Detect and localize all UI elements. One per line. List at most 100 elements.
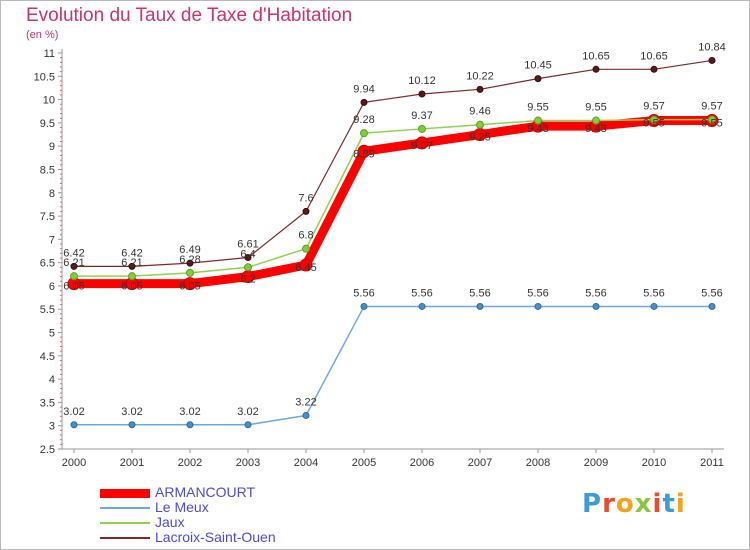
data-label-le-meux: 5.56 bbox=[469, 287, 490, 299]
series-line-lacroix-saint-ouen bbox=[73, 59, 713, 267]
data-label-le-meux: 3.02 bbox=[237, 406, 258, 418]
chart-title: Evolution du Taux de Taxe d'Habitation bbox=[26, 5, 353, 26]
data-label-le-meux: 3.22 bbox=[295, 396, 316, 408]
data-point-le-meux bbox=[186, 421, 194, 429]
legend-item-le-meux: Le Meux bbox=[100, 499, 360, 517]
data-label-le-meux: 3.02 bbox=[63, 406, 84, 418]
y-tick-label: 3.5 bbox=[40, 397, 55, 409]
data-point-lacroix-saint-ouen bbox=[534, 75, 542, 83]
y-tick-label: 6.5 bbox=[40, 258, 55, 270]
x-tick-label: 2001 bbox=[120, 457, 144, 469]
data-point-lacroix-saint-ouen bbox=[418, 90, 426, 98]
data-label-jaux: 9.28 bbox=[353, 114, 374, 126]
data-label-jaux: 9.55 bbox=[585, 102, 606, 114]
data-point-le-meux bbox=[128, 421, 136, 429]
y-tick-label: 3 bbox=[49, 421, 55, 433]
data-label-le-meux: 5.56 bbox=[353, 287, 374, 299]
y-tick-label: 4.5 bbox=[40, 351, 55, 363]
data-point-jaux bbox=[302, 244, 310, 253]
legend-swatch bbox=[100, 488, 150, 498]
data-point-jaux bbox=[244, 263, 252, 272]
data-point-jaux bbox=[186, 268, 194, 277]
data-point-lacroix-saint-ouen bbox=[476, 85, 484, 93]
data-label-jaux: 6.28 bbox=[179, 254, 200, 266]
legend-swatch bbox=[100, 522, 150, 524]
logo-letter: o bbox=[615, 489, 635, 519]
logo-letter: t bbox=[662, 489, 676, 519]
data-label-jaux: 9.55 bbox=[527, 102, 548, 114]
y-tick-label: 9 bbox=[49, 141, 55, 153]
y-tick-label: 2.5 bbox=[40, 444, 55, 456]
data-label-armancourt: 6.2 bbox=[240, 274, 255, 286]
legend-item-lacroix-saint-ouen: Lacroix-Saint-Ouen bbox=[100, 529, 360, 547]
data-label-armancourt: 6.05 bbox=[63, 281, 84, 293]
data-point-jaux bbox=[476, 120, 484, 129]
data-point-jaux bbox=[360, 129, 368, 138]
data-label-jaux: 6.21 bbox=[63, 257, 84, 269]
legend-label: Jaux bbox=[155, 514, 185, 530]
series-line-jaux bbox=[73, 118, 713, 277]
legend-swatch bbox=[100, 537, 150, 539]
data-point-lacroix-saint-ouen bbox=[302, 207, 310, 215]
legend-label: ARMANCOURT bbox=[155, 484, 256, 500]
data-label-lacroix-saint-ouen: 6.61 bbox=[237, 239, 258, 251]
data-point-le-meux bbox=[302, 411, 310, 419]
y-tick-label: 4 bbox=[49, 374, 55, 386]
data-label-le-meux: 5.56 bbox=[527, 287, 548, 299]
legend-item-armancourt: ARMANCOURT bbox=[100, 484, 360, 502]
data-label-le-meux: 3.02 bbox=[121, 406, 142, 418]
y-tick-label: 5 bbox=[49, 328, 55, 340]
data-label-armancourt: 9.25 bbox=[469, 132, 490, 144]
data-label-armancourt: 6.05 bbox=[121, 281, 142, 293]
y-tick-label: 8 bbox=[49, 188, 55, 200]
y-tick-label: 7 bbox=[49, 234, 55, 246]
data-point-le-meux bbox=[592, 302, 600, 310]
data-label-jaux: 9.37 bbox=[411, 110, 432, 122]
logo-letter: x bbox=[634, 489, 653, 519]
data-label-jaux: 6.8 bbox=[298, 230, 313, 242]
data-label-lacroix-saint-ouen: 6.42 bbox=[121, 247, 142, 259]
data-point-lacroix-saint-ouen bbox=[650, 65, 658, 73]
y-tick-label: 5.5 bbox=[40, 304, 55, 316]
data-label-armancourt: 9.43 bbox=[585, 123, 606, 135]
data-point-le-meux bbox=[476, 302, 484, 310]
x-tick-label: 2000 bbox=[62, 457, 86, 469]
y-tick-label: 8.5 bbox=[40, 164, 55, 176]
data-point-armancourt bbox=[357, 144, 371, 158]
data-point-lacroix-saint-ouen bbox=[708, 56, 716, 64]
data-label-armancourt: 6.45 bbox=[295, 262, 316, 274]
data-point-jaux bbox=[650, 115, 658, 124]
y-tick-label: 10.5 bbox=[34, 71, 55, 83]
data-label-lacroix-saint-ouen: 10.22 bbox=[466, 70, 494, 82]
data-label-lacroix-saint-ouen: 6.42 bbox=[63, 247, 84, 259]
y-tick-label: 6 bbox=[49, 281, 55, 293]
data-point-jaux bbox=[70, 272, 78, 281]
data-label-armancourt: 8.89 bbox=[353, 148, 374, 160]
data-point-armancourt bbox=[415, 136, 429, 150]
data-point-armancourt bbox=[299, 258, 313, 272]
logo-letter: i bbox=[652, 489, 663, 519]
logo-letter: i bbox=[675, 489, 686, 519]
data-point-lacroix-saint-ouen bbox=[360, 98, 368, 106]
logo-letter: P bbox=[582, 489, 603, 519]
data-point-lacroix-saint-ouen bbox=[128, 262, 136, 270]
data-point-lacroix-saint-ouen bbox=[592, 65, 600, 73]
legend-item-jaux: Jaux bbox=[100, 514, 360, 532]
data-label-lacroix-saint-ouen: 10.12 bbox=[408, 75, 436, 87]
legend-label: Le Meux bbox=[155, 499, 209, 515]
data-point-lacroix-saint-ouen bbox=[70, 262, 78, 270]
legend-swatch bbox=[100, 507, 150, 509]
data-label-lacroix-saint-ouen: 9.94 bbox=[353, 83, 374, 95]
data-label-jaux: 9.57 bbox=[701, 101, 722, 113]
data-point-jaux bbox=[128, 272, 136, 281]
chart-subtitle: (en %) bbox=[26, 29, 59, 41]
x-tick-label: 2004 bbox=[294, 457, 318, 469]
data-point-jaux bbox=[592, 116, 600, 125]
series-line-armancourt bbox=[69, 116, 717, 289]
data-point-armancourt bbox=[183, 277, 197, 291]
data-label-lacroix-saint-ouen: 7.6 bbox=[298, 192, 313, 204]
data-label-jaux: 9.57 bbox=[643, 101, 664, 113]
data-label-le-meux: 5.56 bbox=[411, 287, 432, 299]
data-label-lacroix-saint-ouen: 10.45 bbox=[524, 60, 552, 72]
